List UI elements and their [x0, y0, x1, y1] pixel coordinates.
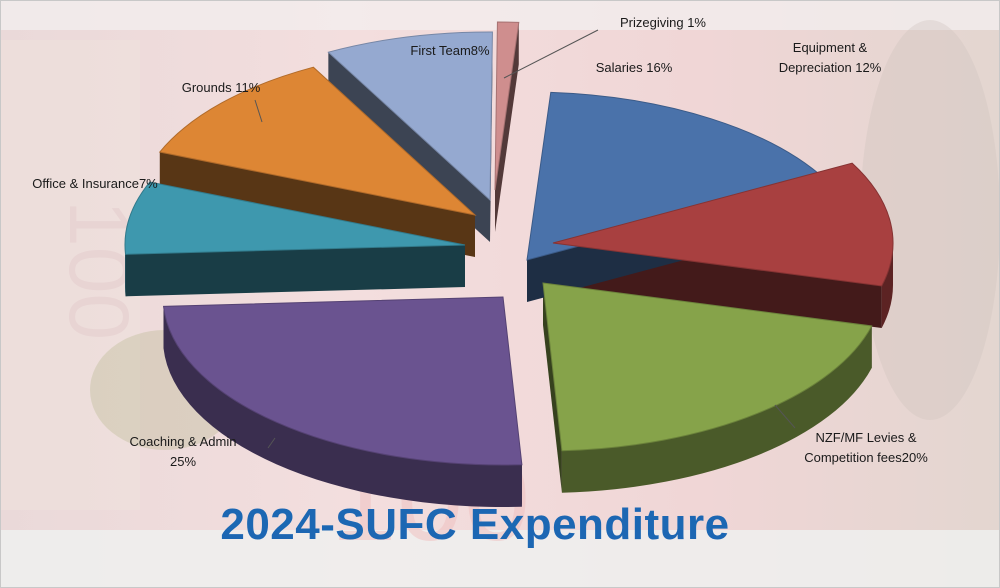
leader-line	[267, 437, 276, 449]
slice-label: Prizegiving 1%	[620, 15, 706, 30]
pie-slice-wall	[543, 283, 562, 493]
chart-title: 2024-SUFC Expenditure	[220, 500, 730, 549]
pie-slice	[158, 66, 477, 216]
pie-slice	[162, 296, 523, 466]
pie-slice-wall	[495, 22, 519, 232]
pie-slice	[542, 282, 873, 452]
pie-slice-side	[163, 306, 522, 507]
pie-slice	[494, 21, 520, 191]
slice-label: First Team8%	[410, 43, 490, 58]
pie-slice	[124, 181, 466, 255]
slice-label: NZF/MF Levies & Competition fees20%	[804, 430, 928, 465]
pie-slice-wall	[125, 245, 465, 297]
slice-label: Coaching & Admin 25%	[130, 434, 237, 469]
leader-line	[774, 404, 796, 429]
leader-line	[254, 99, 263, 123]
slice-label: Equipment & Depreciation 12%	[779, 40, 882, 75]
pie-slice-side	[561, 325, 872, 493]
leader-line	[503, 29, 599, 79]
slice-label: Grounds 11%	[182, 80, 261, 95]
pie-slice-side	[125, 245, 126, 297]
pie-slice-side	[881, 243, 893, 328]
slice-label: Office & Insurance7%	[32, 176, 158, 191]
pie-slice	[526, 91, 828, 261]
pie-slice	[552, 162, 894, 287]
slice-label: Salaries 16%	[596, 60, 673, 75]
pie-slice	[327, 31, 493, 202]
